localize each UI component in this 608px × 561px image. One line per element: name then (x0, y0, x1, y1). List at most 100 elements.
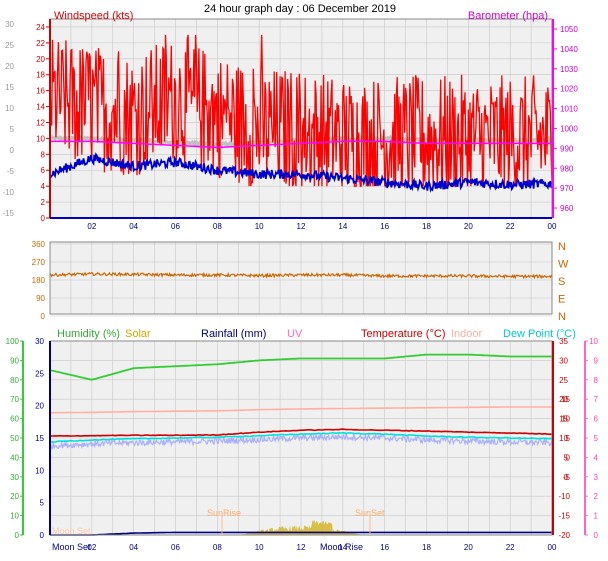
baro-tick-label: 1010 (560, 105, 578, 114)
rain-tick-label: 25 (35, 369, 44, 378)
temp-tick-label: 35 (559, 337, 568, 346)
wind-tick-label: 0 (41, 214, 46, 223)
compass-label: N (558, 241, 566, 253)
uv-tick-label: 8 (594, 376, 599, 385)
outer-tick-label: 10 (5, 104, 14, 113)
baro-tick-label: 980 (560, 164, 574, 173)
temp-tick-label: -10 (558, 492, 570, 501)
wind-tick-label: 24 (36, 23, 45, 32)
wind-tick-label: 20 (36, 55, 45, 64)
temp-tick-label: 20 (559, 395, 568, 404)
rainfall-line (50, 531, 552, 536)
hour-tick-label: 18 (422, 543, 431, 552)
legend-humidity: Humidity (%) (57, 328, 120, 340)
hour-tick-label: 06 (171, 543, 180, 552)
legend-temperature: Temperature (°C) (361, 328, 445, 340)
uv-tick-label: 0 (594, 531, 599, 540)
legend-solar: Solar (125, 328, 151, 340)
hour-tick-label: 14 (338, 543, 347, 552)
hour-tick-label: 00 (548, 543, 557, 552)
hour-tick-label: 08 (213, 222, 222, 231)
uv-tick-label: 6 (594, 415, 599, 424)
legend-uv: UV (287, 328, 303, 340)
uv-tick-label: 9 (594, 356, 599, 365)
wind-tick-label: 22 (36, 39, 45, 48)
direction-tick-label: 360 (32, 240, 46, 249)
direction-tick-label: 180 (32, 276, 46, 285)
sunset-label: SunSet (355, 508, 385, 518)
baro-tick-label: 960 (560, 204, 574, 213)
windspeed-gust-line (49, 34, 553, 189)
uv-tick-label: 1 (594, 512, 599, 521)
wind-tick-label: 16 (36, 87, 45, 96)
humidity-tick-label: 90 (10, 356, 19, 365)
rain-tick-label: 5 (40, 499, 45, 508)
direction-tick-label: 270 (32, 258, 46, 267)
hour-tick-label: 06 (171, 222, 180, 231)
baro-tick-label: 1040 (560, 45, 578, 54)
moon-set-label: Moon Set (52, 542, 91, 552)
baro-tick-label: 970 (560, 184, 574, 193)
apparent-temp-line (49, 432, 553, 450)
baro-tick-label: 990 (560, 144, 574, 153)
uv-tick-label: 10 (589, 337, 598, 346)
baro-tick-label: 1050 (560, 25, 578, 34)
temp-tick-label: 30 (559, 356, 568, 365)
uv-tick-label: 7 (594, 395, 599, 404)
wind-tick-label: 6 (41, 166, 46, 175)
hour-tick-label: 04 (129, 222, 138, 231)
hour-tick-label: 20 (464, 543, 473, 552)
rain-tick-label: 15 (35, 434, 44, 443)
windspeed-average-line (49, 152, 553, 193)
hour-tick-label: 14 (338, 222, 347, 231)
indoor-temp-line (49, 406, 552, 414)
compass-label: W (558, 259, 569, 271)
outer-tick-label: 25 (5, 41, 14, 50)
hour-tick-label: 12 (297, 222, 306, 231)
humidity-tick-label: 80 (10, 376, 19, 385)
outer-tick-label: 5 (10, 125, 15, 134)
barometer-line (50, 140, 552, 149)
legend-rainfall: Rainfall (mm) (201, 328, 266, 340)
outer-tick-label: -5 (7, 167, 15, 176)
rain-tick-label: 10 (35, 466, 44, 475)
humidity-tick-label: 10 (10, 512, 19, 521)
legend-dew-point: Dew Point (°C) (503, 328, 576, 340)
temperature-line (49, 428, 553, 437)
uv-tick-label: 5 (594, 434, 599, 443)
wind-tick-label: 2 (41, 198, 46, 207)
hour-tick-label: 08 (213, 543, 222, 552)
hour-tick-label: 20 (464, 222, 473, 231)
sunrise-label: SunRise (207, 508, 241, 518)
direction-tick-label: 90 (36, 294, 45, 303)
climate-panel: Humidity (%) Solar Rainfall (mm) UV Temp… (6, 328, 599, 552)
wind-tick-label: 12 (36, 118, 45, 127)
hour-tick-label: 22 (506, 543, 515, 552)
outer-tick-label: 30 (5, 20, 14, 29)
temp-tick-label: -5 (563, 473, 571, 482)
hour-tick-label: 22 (506, 222, 515, 231)
outer-tick-label: 15 (5, 83, 14, 92)
wind-tick-label: 18 (36, 71, 45, 80)
compass-label: E (558, 294, 565, 306)
humidity-tick-label: 100 (6, 337, 20, 346)
baro-tick-label: 1000 (560, 124, 578, 133)
baro-tick-label: 1020 (560, 85, 578, 94)
humidity-tick-label: 40 (10, 453, 19, 462)
temp-tick-label: 10 (559, 434, 568, 443)
hour-tick-label: 04 (129, 543, 138, 552)
hour-tick-label: 10 (255, 222, 264, 231)
humidity-tick-label: 60 (10, 415, 19, 424)
hour-tick-label: 16 (380, 222, 389, 231)
temp-tick-label: 5 (564, 453, 569, 462)
wind-tick-label: 10 (36, 134, 45, 143)
uv-tick-label: 3 (594, 473, 599, 482)
moon-set-faint-label: Moon Set (52, 526, 91, 536)
temp-tick-label: 0 (564, 473, 569, 482)
outer-tick-label: -15 (2, 209, 14, 218)
wind-tick-label: 4 (41, 182, 46, 191)
outer-tick-label: -10 (2, 188, 14, 197)
temp-tick-label: -15 (558, 512, 570, 521)
humidity-tick-label: 50 (10, 434, 19, 443)
